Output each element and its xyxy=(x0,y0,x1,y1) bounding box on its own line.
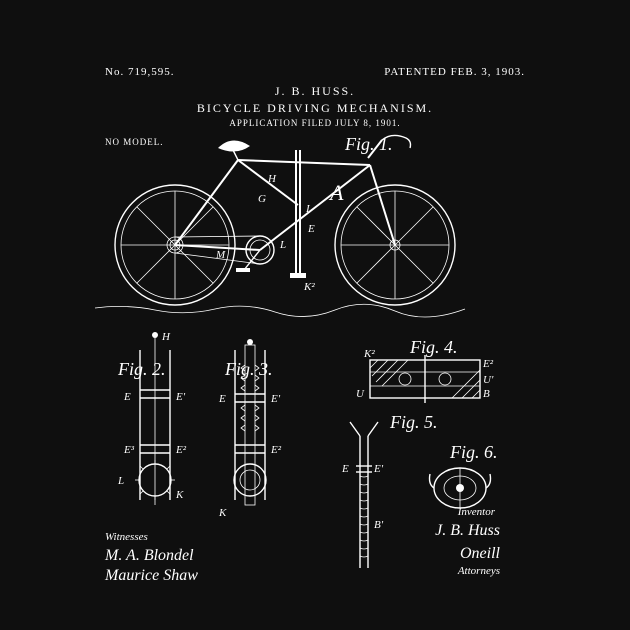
fig2-E1: E' xyxy=(175,391,186,403)
patent-drawing: No. 719,595. PATENTED FEB. 3, 1903. J. B… xyxy=(0,0,630,630)
patent-number: No. 719,595. xyxy=(105,66,174,78)
attorney-signature: Oneill xyxy=(460,545,501,562)
application-date: APPLICATION FILED JULY 8, 1901. xyxy=(229,118,400,128)
fig5-helix xyxy=(360,476,368,557)
invention-title: BICYCLE DRIVING MECHANISM. xyxy=(197,101,433,115)
fig3-E2: E² xyxy=(270,444,282,456)
fig4-label: Fig. 4. xyxy=(409,337,458,357)
fig5-E1: E' xyxy=(373,463,384,475)
fig2-L: L xyxy=(117,475,124,487)
fig3-K: K xyxy=(218,507,227,519)
fig4-K2: K² xyxy=(363,348,375,360)
fig2-E2: E² xyxy=(175,444,187,456)
witness-2: Maurice Shaw xyxy=(104,567,198,584)
witnesses-label: Witnesses xyxy=(105,531,148,543)
frame xyxy=(175,140,395,275)
label-K2: K² xyxy=(303,281,315,293)
fig4-B: B xyxy=(483,388,490,400)
figure-6: Fig. 6. xyxy=(430,442,498,508)
fig5-E: E xyxy=(341,463,349,475)
no-model: NO MODEL. xyxy=(105,137,164,147)
inventor-signature: J. B. Huss xyxy=(435,522,500,539)
label-M: M xyxy=(215,249,226,261)
fig3-E: E xyxy=(218,393,226,405)
label-G: G xyxy=(258,193,266,205)
label-E: E xyxy=(307,223,315,235)
label-L: L xyxy=(279,239,286,251)
fig5-B1: B' xyxy=(374,519,384,531)
fig2-E: E xyxy=(123,391,131,403)
fig2-E3: E³ xyxy=(123,444,135,456)
fig4-U: U xyxy=(356,388,365,400)
signatures: Witnesses M. A. Blondel Maurice Shaw Inv… xyxy=(104,506,501,584)
ground-line xyxy=(95,304,465,317)
inventor-label: Inventor xyxy=(457,506,496,518)
figure-3: Fig. 3. E E' E² K xyxy=(218,339,282,519)
fig2-K: K xyxy=(175,489,184,501)
fig2-H: H xyxy=(161,331,171,343)
fig4-U1: U' xyxy=(483,374,494,386)
pedal xyxy=(236,268,250,272)
figure-5: Fig. 5. E' E B' xyxy=(341,412,438,568)
label-A: A xyxy=(328,180,344,205)
fig2-label: Fig. 2. xyxy=(117,359,166,379)
attorneys-label: Attorneys xyxy=(457,565,500,577)
figure-2: Fig. 2. H E E' E³ E² L K xyxy=(117,331,187,505)
saddle xyxy=(218,140,250,151)
figure-1: Fig. 1. xyxy=(95,134,465,317)
fig3-E1: E' xyxy=(270,393,281,405)
fig6-label: Fig. 6. xyxy=(449,442,498,462)
fig4-E2: E² xyxy=(482,358,494,370)
fig5-label: Fig. 5. xyxy=(389,412,438,432)
label-H: H xyxy=(267,173,277,185)
patent-date: PATENTED FEB. 3, 1903. xyxy=(384,66,525,78)
treadle xyxy=(290,273,306,278)
witness-1: M. A. Blondel xyxy=(104,547,194,564)
figure-4: Fig. 4. K² E² B U U' xyxy=(356,337,494,403)
label-I: I xyxy=(305,203,311,215)
inventor-name: J. B. HUSS. xyxy=(275,84,355,98)
fig1-label: Fig. 1. xyxy=(344,134,393,154)
